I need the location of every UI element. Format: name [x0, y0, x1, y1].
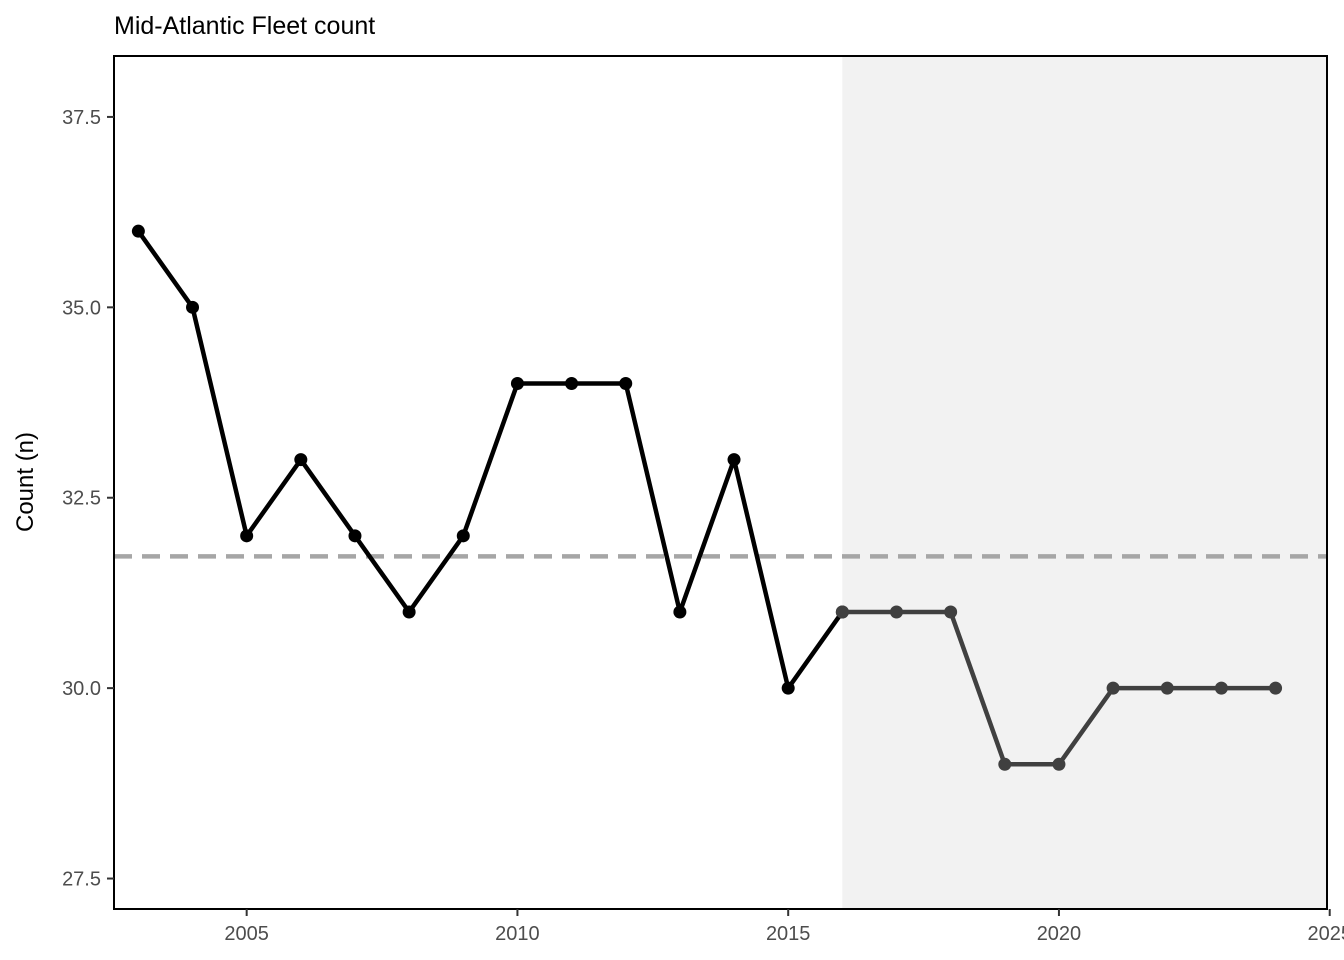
series-0-point: [240, 529, 254, 543]
plot-marks: [131, 224, 1283, 771]
y-tick-label: 27.5: [62, 869, 101, 891]
series-0-point: [781, 681, 795, 695]
series-0-point: [348, 529, 362, 543]
series-1-point: [944, 605, 958, 619]
plot-panel-border: [113, 55, 1328, 910]
x-tick-label: 2020: [1037, 923, 1082, 945]
series-0-point: [619, 376, 633, 390]
series-0-line: [136, 228, 845, 691]
series-0-point: [456, 529, 470, 543]
series-1-point: [998, 757, 1012, 771]
chart-title: Mid-Atlantic Fleet count: [114, 12, 375, 40]
series-0-point: [294, 453, 308, 467]
series-1-point: [1214, 681, 1228, 695]
series-1-point: [1269, 681, 1283, 695]
series-1-point: [1106, 681, 1120, 695]
series-0-point: [565, 376, 579, 390]
series-0-point: [186, 300, 200, 314]
series-0-point: [402, 605, 416, 619]
x-tick-label: 2010: [495, 923, 540, 945]
series-0-point: [727, 453, 741, 467]
x-tick-label: 2005: [224, 923, 269, 945]
y-tick-label: 30.0: [62, 678, 101, 700]
x-tick-label: 2015: [766, 923, 811, 945]
y-axis: 27.5 30.0 32.5 35.0 37.5: [62, 107, 114, 891]
shaded-region: [842, 56, 1327, 909]
x-tick-label: 2025: [1307, 923, 1344, 945]
y-axis-title: Count (n): [12, 432, 39, 532]
series-1-point: [1052, 757, 1066, 771]
y-tick-label: 35.0: [62, 297, 101, 319]
series-1-point: [889, 605, 903, 619]
series-0-point: [131, 224, 145, 238]
series-1-point: [835, 605, 849, 619]
y-tick-label: 37.5: [62, 107, 101, 129]
series-0-point: [510, 376, 524, 390]
y-tick-label: 32.5: [62, 488, 101, 510]
series-1-point: [1160, 681, 1174, 695]
x-axis: 2005 2010 2015 2020 2025: [224, 909, 1344, 945]
series-0-point: [673, 605, 687, 619]
